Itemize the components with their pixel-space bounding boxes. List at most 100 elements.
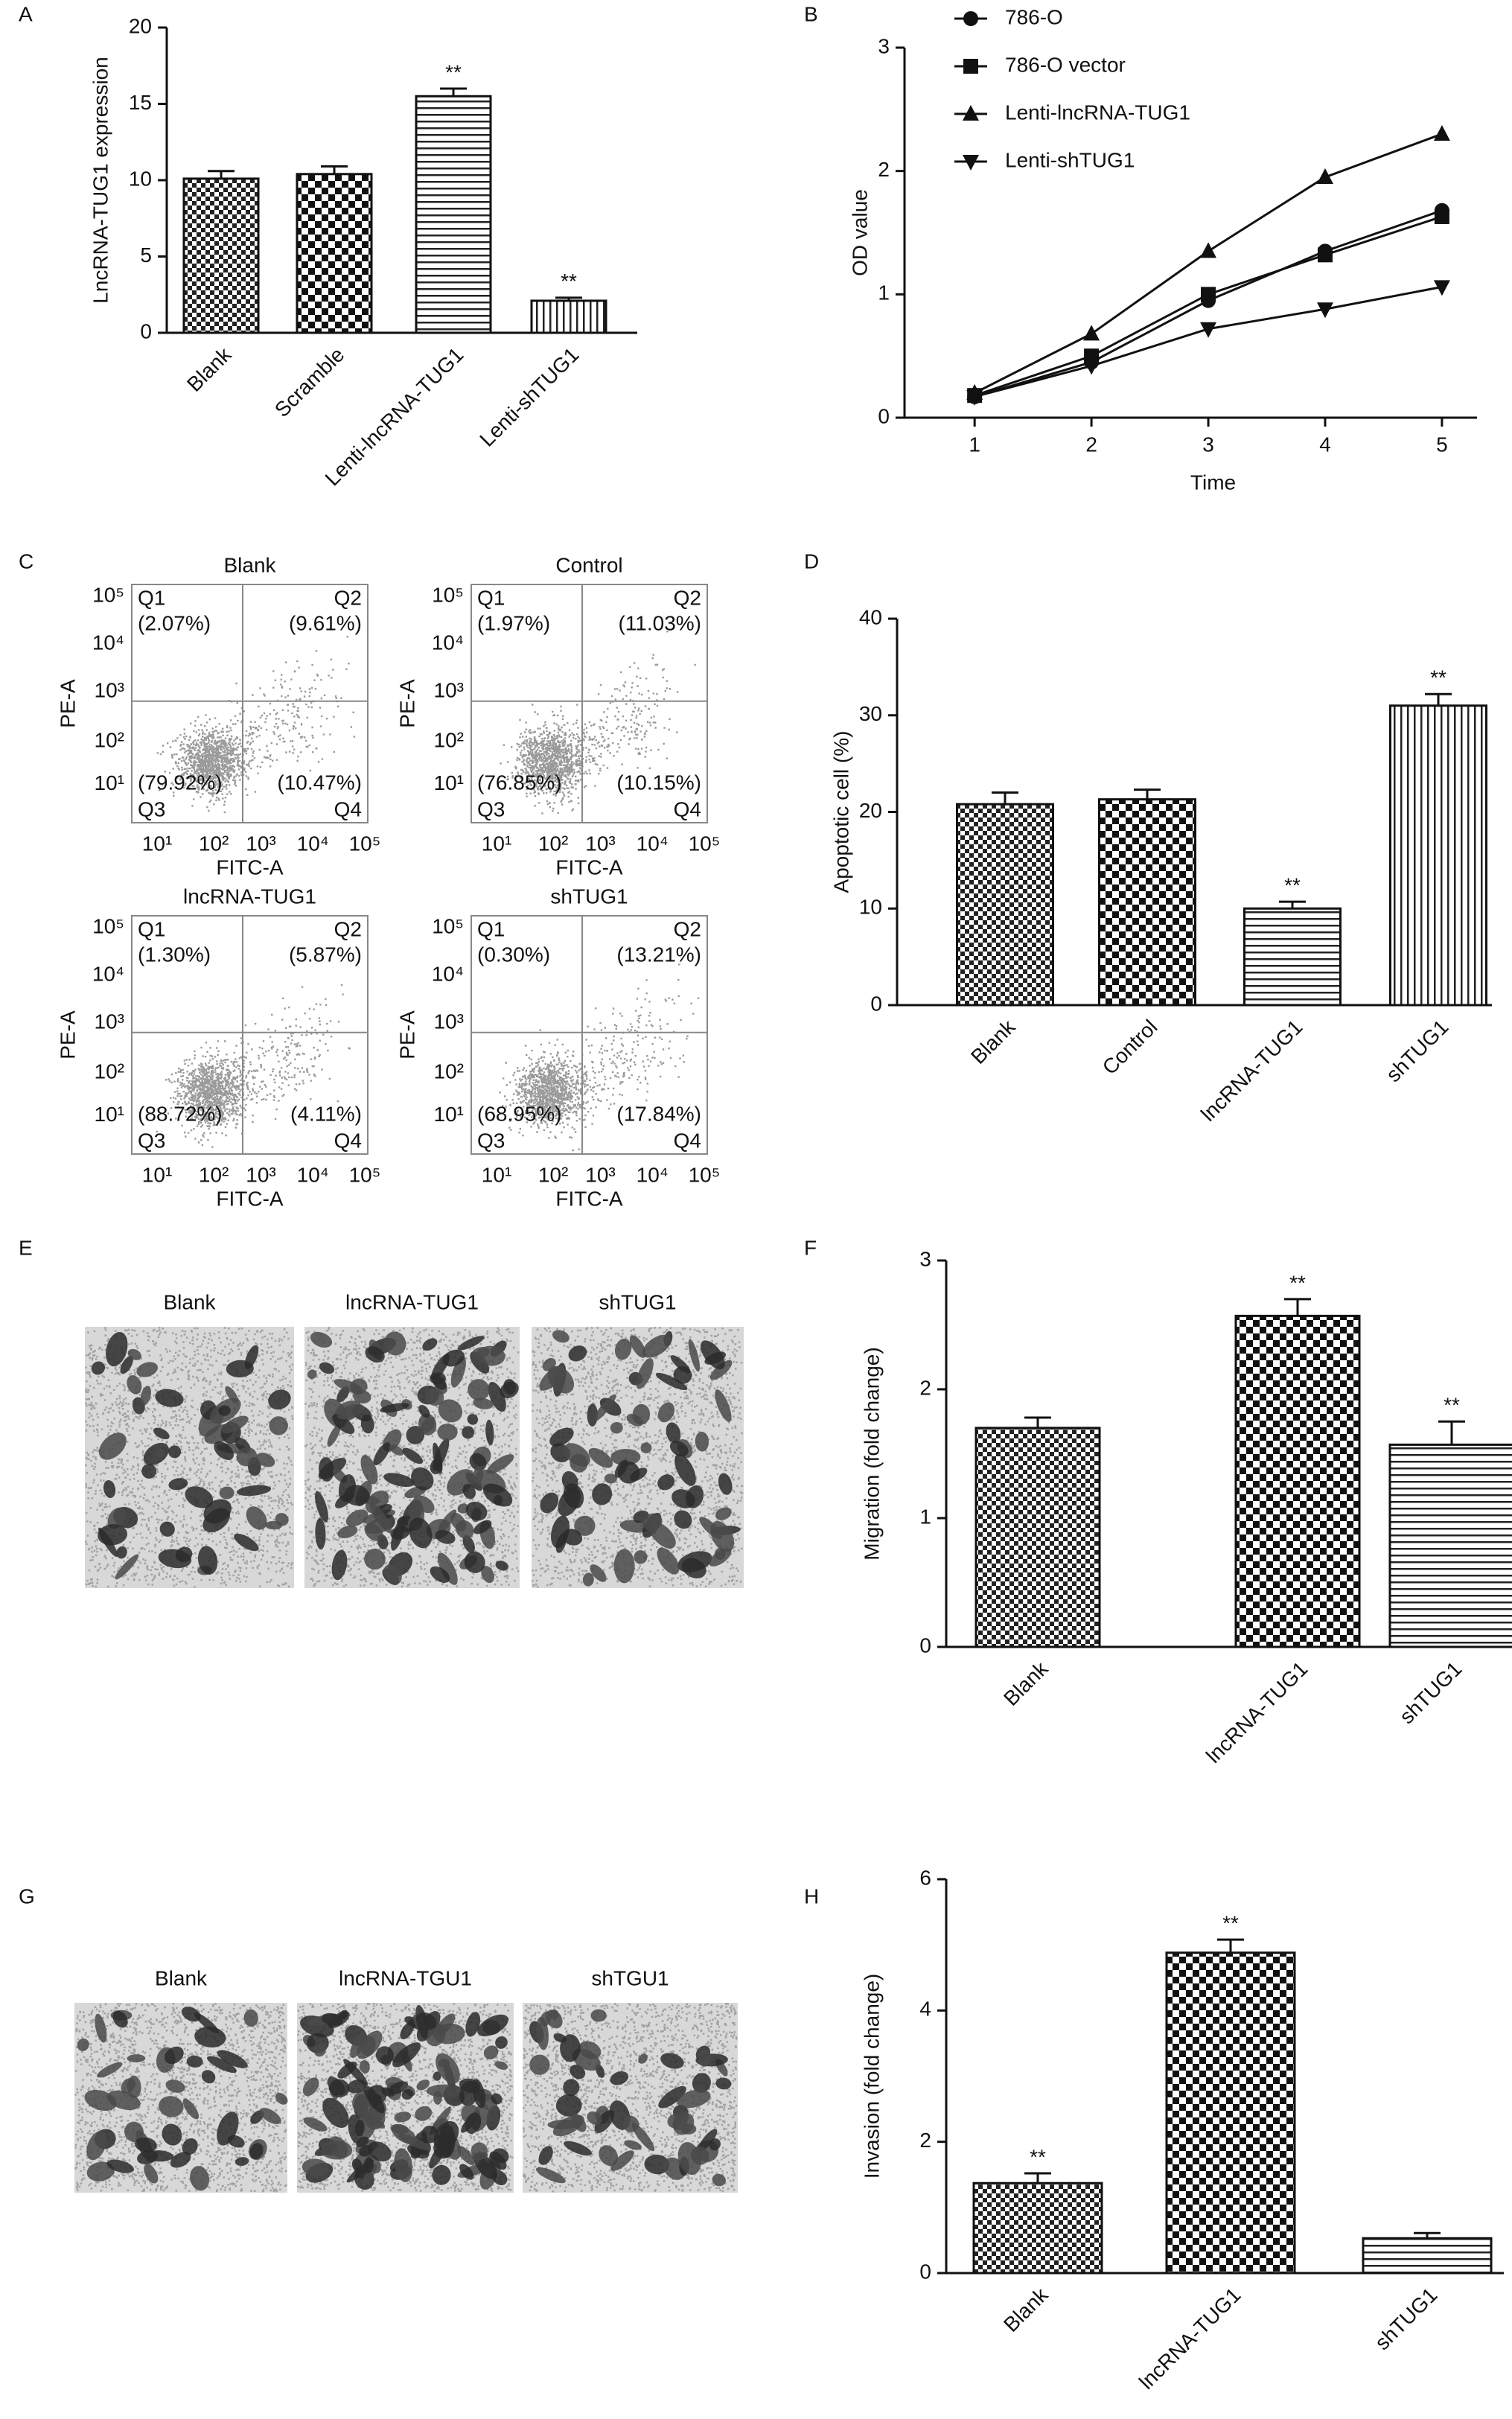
y-tick-label: 10⁵ — [432, 914, 464, 937]
cell — [562, 1529, 583, 1546]
x-axis-label: FITC-A — [555, 855, 623, 879]
quadrant-percent: (76.85%) — [477, 771, 562, 794]
micrograph-noise — [74, 2003, 287, 2193]
cell — [494, 2061, 508, 2070]
cell — [135, 2137, 157, 2152]
cell — [182, 2138, 198, 2155]
bar — [530, 299, 607, 334]
cell — [568, 1345, 587, 1362]
cell — [127, 1375, 142, 1395]
marker — [966, 389, 983, 406]
x-axis-label: FITC-A — [216, 855, 284, 879]
plot-title: shTUG1 — [550, 885, 628, 908]
cell — [116, 1546, 127, 1559]
cell — [426, 2084, 462, 2097]
cell — [564, 2141, 593, 2156]
cell — [106, 2159, 134, 2173]
cell — [718, 1473, 733, 1495]
scatter-cloud — [156, 959, 354, 1148]
cell — [540, 1492, 559, 1514]
cell — [319, 1362, 335, 1374]
cell — [457, 1336, 485, 1351]
cell — [236, 1485, 271, 1497]
y-tick-label: 10⁴ — [92, 962, 124, 985]
quadrant-name: Q3 — [477, 797, 505, 820]
cell — [411, 1467, 434, 1491]
cell — [464, 1551, 485, 1573]
y-tick-label: 30 — [859, 702, 882, 725]
scatter-cloud — [500, 631, 696, 815]
plot-frame — [131, 915, 369, 1155]
y-tick-label: 10³ — [95, 678, 124, 701]
cell — [319, 1457, 334, 1482]
quadrant-percent: (5.87%) — [289, 943, 362, 966]
cell — [168, 1478, 188, 1491]
cell — [436, 2013, 456, 2036]
cell — [433, 2071, 441, 2081]
legend-marker — [963, 59, 978, 74]
y-tick-label: 0 — [919, 1634, 931, 1657]
cell — [538, 2146, 553, 2165]
cell — [398, 2133, 431, 2151]
cell — [610, 1448, 641, 1466]
cell — [469, 1453, 487, 1471]
cell — [462, 1483, 476, 1499]
image-label: lncRNA-TGU1 — [339, 1966, 472, 1989]
y-tick-label: 0 — [140, 319, 152, 342]
cell — [86, 2161, 115, 2181]
image-label: Blank — [163, 1290, 216, 1313]
cell — [459, 2164, 474, 2180]
cell — [468, 1379, 490, 1401]
cell — [203, 1499, 232, 1524]
legend-label: Lenti-shTUG1 — [1005, 148, 1135, 171]
x-tick-label: 10⁵ — [689, 1163, 721, 1186]
x-tick-label: 10¹ — [142, 832, 172, 855]
cell — [456, 1520, 474, 1539]
cell — [115, 1554, 139, 1580]
cell — [84, 2090, 117, 2112]
bar — [956, 803, 1054, 1007]
cell — [98, 1432, 127, 1460]
significance-label: ** — [1444, 1394, 1460, 1417]
cell — [574, 1515, 596, 1536]
cell — [127, 1348, 141, 1360]
cell — [698, 2129, 718, 2152]
cell — [353, 1390, 371, 1404]
cell — [715, 1507, 732, 1520]
y-axis-label: LncRNA-TUG1 expression — [89, 57, 112, 303]
bar — [1234, 1314, 1361, 1648]
cell — [457, 2146, 476, 2166]
cell — [383, 1473, 415, 1488]
cell — [95, 2013, 107, 2043]
cell — [97, 2062, 123, 2078]
cell — [275, 2092, 288, 2105]
significance-label: ** — [1284, 874, 1301, 897]
cell — [336, 1403, 365, 1420]
quadrant-percent: (79.92%) — [138, 771, 223, 794]
cell — [477, 2014, 508, 2037]
y-tick-label: 40 — [859, 605, 882, 628]
cell — [346, 2159, 374, 2183]
cell — [321, 2012, 343, 2026]
quadrant-name: Q1 — [138, 586, 165, 609]
cell — [465, 2012, 481, 2037]
cell — [367, 2141, 392, 2162]
cell — [491, 2093, 503, 2105]
cell — [450, 1356, 466, 1388]
cell — [610, 2150, 634, 2171]
cell — [481, 1566, 494, 1584]
cell — [438, 1399, 463, 1423]
micrograph — [297, 2003, 514, 2193]
cell — [331, 1549, 348, 1581]
cell — [437, 1552, 458, 1585]
cell — [558, 1487, 581, 1517]
cell — [162, 2123, 182, 2146]
cell — [588, 1447, 613, 1468]
quadrant-percent: (10.47%) — [277, 771, 362, 794]
bar — [182, 177, 260, 334]
panel-label: E — [19, 1236, 33, 1259]
cell — [657, 1474, 675, 1491]
quadrant-name: Q4 — [674, 797, 701, 820]
plot-title: Blank — [223, 553, 276, 576]
cell — [363, 2085, 385, 2114]
